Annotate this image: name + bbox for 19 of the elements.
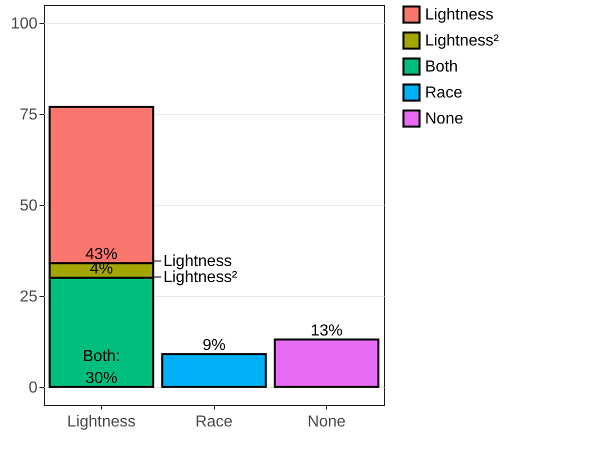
y-tick-label: 100 [10,16,38,33]
y-tick-label: 50 [20,198,38,214]
legend-label: Lightness [425,6,494,24]
y-tick-label: 0 [28,379,38,396]
x-tick-label: None [307,414,346,430]
x-tick-label: Race [195,414,233,430]
x-tick-label: Lightness [67,414,136,430]
legend-label: None [425,110,464,128]
data-label: 9% [202,337,226,354]
data-label: 13% [310,322,343,340]
data-label: Both: 30% [82,348,120,387]
legend-label: Race [425,84,462,102]
annotation: Lightness [163,253,232,270]
data-label: 43% [85,246,118,264]
y-tick-label: 75 [20,106,38,124]
y-tick-label: 25 [20,288,38,306]
legend-label: Lightness² [425,32,500,50]
annotation: Lightness² [163,269,238,286]
legend-label: Both [425,58,458,76]
